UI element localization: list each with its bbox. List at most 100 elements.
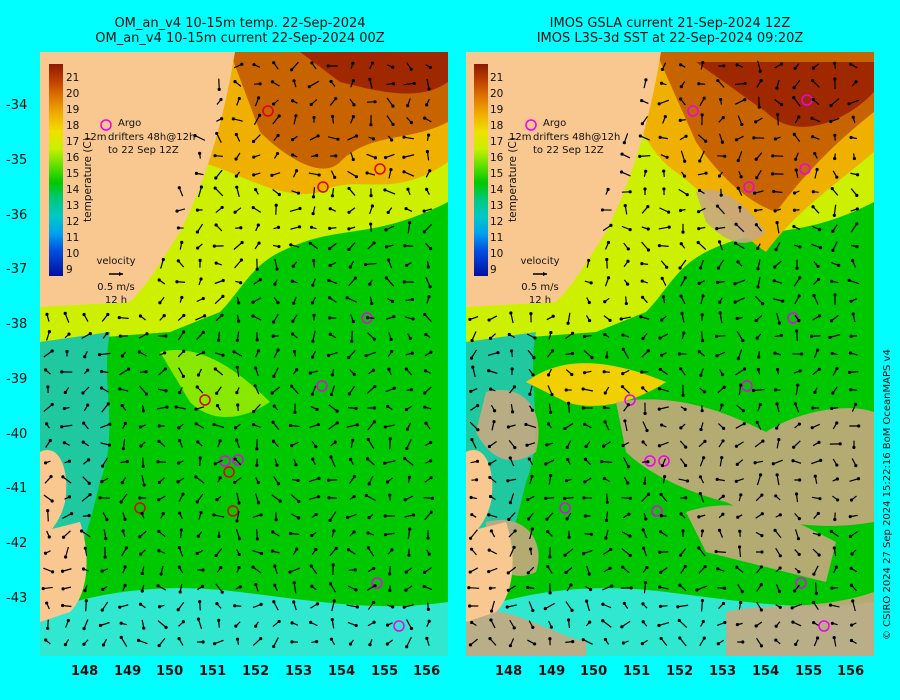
current-vector <box>47 510 49 522</box>
current-vector-head <box>403 457 407 461</box>
current-vector-head <box>252 155 256 159</box>
current-vector-head <box>849 388 853 392</box>
current-vector-head <box>334 154 338 158</box>
current-vector-head <box>372 600 376 605</box>
x-label: 150 <box>156 664 184 679</box>
current-vector-head <box>700 598 705 603</box>
current-vector-head <box>605 500 609 505</box>
current-vector-head <box>850 552 854 556</box>
current-vector <box>213 514 225 518</box>
current-vector-head <box>389 337 393 342</box>
right-title: IMOS GSLA current 21-Sep-2024 12Z IMOS L… <box>466 16 874 46</box>
current-vector-head <box>175 280 179 284</box>
y-label: -42 <box>6 536 28 551</box>
current-vector-head <box>404 588 408 592</box>
current-vector-head <box>351 61 355 66</box>
current-vector-head <box>235 185 239 189</box>
current-vector-head <box>214 176 218 180</box>
current-vector-head <box>629 586 633 590</box>
current-vector-head <box>467 586 471 590</box>
cb-tick: 11 <box>490 232 504 244</box>
current-vector-head <box>383 155 388 160</box>
current-vector-head <box>792 589 797 593</box>
current-vector-head <box>657 387 661 391</box>
current-vector-head <box>121 529 125 533</box>
current-vector-head <box>487 569 491 574</box>
current-vector-head <box>587 318 592 323</box>
current-vector-head <box>428 169 432 173</box>
current-vector-head <box>215 602 219 606</box>
current-vector-head <box>696 210 701 214</box>
current-vector-head <box>237 565 241 570</box>
current-vector-head <box>271 439 276 443</box>
current-vector-head <box>120 403 124 408</box>
current-vector-head <box>723 154 727 158</box>
current-vector-head <box>755 420 759 424</box>
right-map-panel[interactable] <box>466 52 874 656</box>
current-vector-head <box>47 535 51 539</box>
current-vector-head <box>335 409 339 413</box>
x-label: 148 <box>495 664 523 679</box>
current-vector-head <box>697 281 701 285</box>
current-vector-head <box>722 64 726 68</box>
current-vector-head <box>66 618 70 623</box>
current-vector-head <box>770 172 775 176</box>
current-vector-head <box>658 367 662 372</box>
current-vector <box>470 529 478 539</box>
current-vector <box>735 368 745 376</box>
current-vector-head <box>581 406 585 410</box>
current-vector-head <box>678 583 682 587</box>
current-vector <box>679 259 687 269</box>
current-vector-head <box>529 312 533 316</box>
current-vector-head <box>176 608 180 612</box>
current-vector-head <box>549 410 553 414</box>
current-vector-head <box>662 169 666 173</box>
current-vector-head <box>326 353 331 358</box>
current-vector-head <box>857 424 861 428</box>
left-map-panel[interactable] <box>40 52 448 656</box>
current-vector-head <box>386 404 390 408</box>
current-vector-head <box>676 605 680 609</box>
x-label: 151 <box>623 664 651 679</box>
cb-tick: 12 <box>66 216 80 228</box>
current-vector-head <box>254 188 258 192</box>
current-vector-head <box>314 445 318 449</box>
current-vector-head <box>758 473 763 477</box>
current-vector <box>679 637 687 647</box>
current-vector-head <box>101 464 105 468</box>
current-vector-head <box>219 97 223 102</box>
current-vector-head <box>739 493 743 497</box>
current-vector-head <box>330 618 334 622</box>
current-vector-head <box>328 518 332 523</box>
current-vector-head <box>100 608 104 612</box>
current-vector <box>271 386 281 394</box>
current-vector-head <box>660 276 664 280</box>
current-vector-head <box>385 480 390 484</box>
current-vector-head <box>777 438 781 442</box>
current-vector-head <box>835 477 839 481</box>
current-vector <box>216 133 222 143</box>
current-vector-head <box>641 602 645 606</box>
current-vector-head <box>794 168 798 172</box>
current-vector <box>757 276 761 288</box>
current-vector-head <box>290 332 295 336</box>
current-vector-head <box>658 135 662 139</box>
current-vector-head <box>742 422 746 426</box>
cb-tick: 21 <box>490 72 504 84</box>
current-vector <box>567 312 571 324</box>
current-vector-head <box>88 493 92 497</box>
current-vector-head <box>643 411 647 415</box>
current-vector-head <box>474 478 479 482</box>
current-vector-head <box>181 620 186 624</box>
right-colorbar <box>474 64 488 276</box>
current-vector-head <box>754 318 758 323</box>
current-vector <box>62 513 72 519</box>
current-vector-head <box>60 425 64 429</box>
current-vector-head <box>81 391 85 395</box>
current-vector <box>757 259 761 269</box>
current-vector-head <box>756 267 760 271</box>
current-vector-head <box>196 440 200 444</box>
current-vector-head <box>622 601 626 605</box>
current-vector <box>811 243 821 249</box>
current-vector-head <box>773 137 777 141</box>
